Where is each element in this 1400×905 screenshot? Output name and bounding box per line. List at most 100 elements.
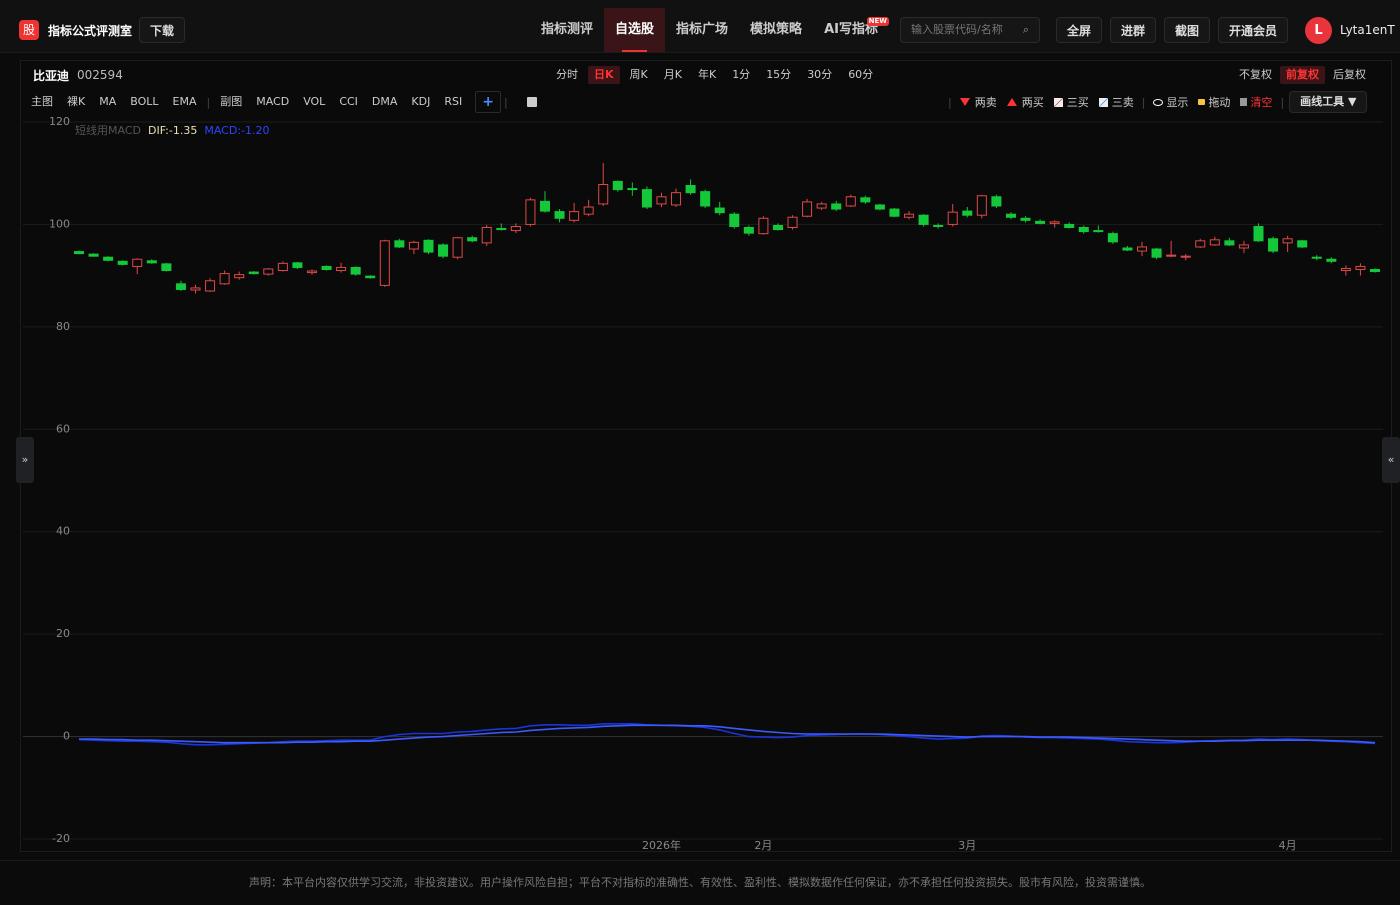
period-tab[interactable]: 60分 (848, 68, 874, 81)
candle-body (845, 196, 856, 207)
period-tab[interactable]: 30分 (807, 68, 833, 81)
candle-body (1282, 238, 1293, 244)
footer: 声明：本平台内容仅供学习交流，非投资建议。用户操作风险自担；平台不对指标的准确性… (0, 860, 1400, 901)
indicator-button[interactable]: RSI (444, 95, 463, 108)
username[interactable]: Lyta1enT (1340, 23, 1395, 37)
candle-body (1195, 240, 1206, 248)
indicator-button[interactable]: MA (99, 95, 117, 108)
period-tab[interactable]: 日K (588, 66, 620, 84)
candle-body (103, 256, 114, 261)
period-tab[interactable]: 周K (629, 68, 648, 81)
candle-body (714, 207, 725, 214)
y-tick-label: 80 (56, 320, 70, 333)
header-button[interactable]: 进群 (1110, 17, 1157, 43)
indicator-button[interactable]: 裸K (67, 95, 86, 108)
nav-item[interactable]: 指标广场 (676, 22, 729, 37)
header-button[interactable]: 全屏 (1056, 17, 1103, 43)
nav-item[interactable]: 自选股 (604, 8, 666, 52)
candle-body (1209, 239, 1220, 246)
period-tab[interactable]: 1分 (732, 68, 751, 81)
nav-item[interactable]: 指标测评 (541, 22, 594, 37)
indicator-button[interactable]: KDJ (411, 95, 431, 108)
indicator-button[interactable]: 主图 (31, 95, 53, 108)
tool-item[interactable]: 两买 (1006, 94, 1044, 110)
y-tick-label: 120 (49, 115, 70, 128)
indicator-button[interactable]: 副图 (220, 95, 243, 108)
tool-item[interactable]: 两卖 (959, 94, 997, 110)
save-icon[interactable] (526, 97, 537, 107)
legend-item: DIF:-1.35 (148, 124, 197, 137)
chart-panel: 比亚迪 002594 分时 日K 周K 月K 年K 1分 15分 30分 60分 不复权 前复权后… (20, 60, 1392, 852)
adjust-tabs: 不复权 前复权 后复权 (1232, 66, 1373, 84)
indicator-button[interactable]: VOL (303, 95, 326, 108)
indicator-button[interactable]: CCI (339, 95, 358, 108)
period-tab[interactable]: 分时 (556, 68, 578, 81)
nav-item[interactable]: 模拟策略 (750, 22, 803, 37)
indicator-button[interactable]: EMA (172, 95, 197, 108)
nav: 指标测评 自选股 指标广场 模拟策略 AI写指标 NEW (530, 8, 889, 52)
period-tab[interactable]: 月K (663, 68, 682, 81)
candle-body (350, 266, 361, 275)
nav-item[interactable]: AI写指标 NEW (824, 17, 889, 37)
candle-body (583, 206, 594, 215)
candle-body (1035, 220, 1046, 224)
indicator-button[interactable]: BOLL (130, 95, 159, 108)
candle-body (627, 188, 638, 191)
candle-body (889, 208, 900, 217)
candle-body (336, 266, 347, 272)
tool-item[interactable]: 清空 (1240, 94, 1272, 110)
tool-icon (1153, 98, 1164, 106)
candle-body (1078, 227, 1089, 233)
candle-body (641, 189, 652, 208)
header-button[interactable]: 开通会员 (1218, 17, 1289, 43)
candle-body (569, 211, 580, 221)
candle-body (962, 210, 973, 216)
new-badge: NEW (866, 17, 889, 26)
brand[interactable]: 指标公式评测室 (48, 24, 133, 38)
tool-icon (1098, 97, 1108, 107)
add-indicator[interactable]: + (475, 91, 501, 113)
expand-left[interactable]: » (16, 437, 34, 483)
candle-body (1369, 268, 1381, 273)
header-button[interactable]: 截图 (1164, 17, 1211, 43)
download-button[interactable]: 下载 (139, 17, 186, 43)
draw-tools-button[interactable]: 画线工具 ▼ (1289, 91, 1368, 113)
period-tab[interactable]: 15分 (766, 68, 792, 81)
tool-item[interactable]: 三买 (1053, 94, 1089, 110)
candle-body (1020, 217, 1031, 221)
expand-right[interactable]: « (1382, 437, 1400, 483)
adjust-tab[interactable]: 前复权 (1280, 66, 1325, 84)
candle-body (554, 211, 565, 219)
candle-body (729, 213, 740, 227)
indicator-button[interactable]: MACD (256, 95, 290, 108)
period-tab[interactable]: 年K (697, 68, 717, 81)
x-tick-label: 2026年 (642, 838, 681, 851)
tool-label: 两买 (1021, 96, 1044, 109)
drawing-tools: | 两卖 两买 三买 三卖 | 显示 拖动 清空 | 画线工具 ▼ (945, 91, 1368, 113)
candle-body (656, 196, 667, 205)
stock-info: 比亚迪 002594 (33, 66, 123, 84)
candle-body (831, 203, 842, 210)
search-box[interactable]: 输入股票代码/名称 ⌕ (900, 17, 1040, 43)
x-tick-label: 3月 (958, 839, 976, 851)
logo[interactable]: 股 (19, 20, 39, 40)
tool-item[interactable]: 拖动 (1198, 94, 1230, 110)
candle-body (1151, 248, 1162, 258)
candle-body (539, 200, 550, 212)
candle-body (175, 283, 186, 290)
candle-body (1166, 254, 1177, 257)
disclaimer: 声明：本平台内容仅供学习交流，非投资建议。用户操作风险自担；平台不对指标的准确性… (249, 876, 1151, 889)
candle-body (88, 253, 99, 257)
candle-body (802, 201, 813, 217)
adjust-tab[interactable]: 不复权 (1239, 68, 1272, 81)
tool-item[interactable]: 显示 (1153, 94, 1188, 110)
tool-item[interactable]: 三卖 (1098, 94, 1134, 110)
adjust-tab[interactable]: 后复权 (1333, 68, 1366, 81)
avatar[interactable]: L (1305, 17, 1332, 44)
search-icon: ⌕ (1022, 23, 1029, 36)
candle-body (1340, 267, 1351, 272)
candle-body (947, 211, 958, 225)
indicator-button[interactable]: DMA (371, 95, 398, 108)
candle-body (132, 258, 143, 267)
